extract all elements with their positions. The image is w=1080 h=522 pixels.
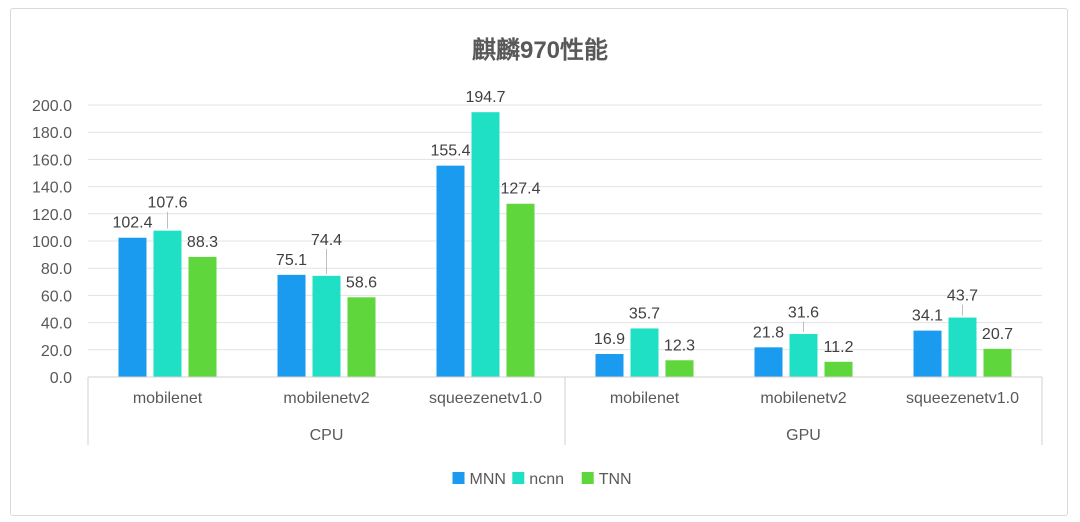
bar-tnn [506, 203, 535, 377]
gridlines [88, 104, 1042, 351]
chart-title: 麒麟970性能 [472, 36, 608, 64]
bar-mnn [754, 347, 783, 377]
data-label: 58.6 [346, 274, 377, 291]
data-label: 107.6 [147, 195, 187, 212]
y-tick-label: 160.0 [32, 152, 72, 169]
data-label: 12.3 [664, 337, 695, 354]
bar-ncnn [630, 328, 659, 377]
bar-mnn [595, 354, 624, 377]
y-tick-label: 100.0 [32, 234, 72, 251]
data-labels: 102.4 75.1 155.4 16.9 21.8 34.1 107.6 74.4 194.7… [112, 89, 1013, 356]
category-label: mobilenet [133, 390, 203, 407]
y-tick-label: 180.0 [32, 125, 72, 142]
bar-tnn [188, 256, 217, 377]
data-label: 35.7 [629, 305, 660, 322]
bar-ncnn [312, 275, 341, 377]
y-tick-label: 120.0 [32, 207, 72, 224]
legend: MNN ncnn TNN [452, 471, 632, 488]
bar-ncnn [789, 334, 818, 377]
bar-mnn [913, 330, 942, 377]
data-label: 75.1 [276, 252, 307, 269]
x-axis: mobilenet mobilenetv2 squeezenetv1.0 CPU mob… [87, 376, 1043, 445]
group-label: CPU [310, 427, 344, 444]
legend-swatch-mnn [452, 472, 465, 484]
category-label: squeezenetv1.0 [906, 390, 1019, 407]
data-label: 34.1 [912, 308, 943, 325]
data-label: 21.8 [753, 324, 784, 341]
y-tick-label: 200.0 [32, 98, 72, 115]
category-label: squeezenetv1.0 [429, 390, 542, 407]
bar-mnn [118, 237, 147, 377]
bar-mnn [277, 274, 306, 377]
bar-tnn [665, 360, 694, 377]
y-axis-ticks: 0.0 20.0 40.0 60.0 80.0 100.0 120.0 140.0 160.0 1… [32, 98, 72, 387]
y-tick-label: 80.0 [41, 261, 72, 278]
data-label: 43.7 [947, 288, 978, 305]
data-label: 11.2 [824, 339, 854, 356]
data-label: 74.4 [311, 232, 342, 249]
category-label: mobilenetv2 [283, 390, 369, 407]
bar-ncnn [153, 230, 182, 377]
category-label: mobilenet [610, 390, 680, 407]
data-label: 88.3 [187, 234, 218, 251]
data-label: 194.7 [465, 89, 505, 106]
bar-ncnn [948, 317, 977, 377]
bar-tnn [347, 297, 376, 377]
chart-frame [10, 8, 1068, 516]
y-tick-label: 0.0 [50, 370, 72, 387]
bar-ncnn [471, 112, 500, 377]
data-label: 31.6 [788, 304, 819, 321]
bar-tnn [983, 348, 1012, 377]
bars [118, 112, 1012, 377]
data-label: 20.7 [982, 326, 1013, 343]
y-tick-label: 40.0 [41, 316, 72, 333]
y-tick-label: 140.0 [32, 180, 72, 197]
bar-mnn [436, 165, 465, 377]
data-label: 155.4 [430, 143, 470, 160]
legend-swatch-tnn [581, 472, 594, 484]
data-label: 16.9 [594, 331, 625, 348]
category-label: mobilenetv2 [760, 390, 846, 407]
legend-swatch-ncnn [512, 472, 525, 484]
legend-label: TNN [599, 471, 632, 488]
y-tick-label: 20.0 [41, 343, 72, 360]
data-label: 127.4 [500, 181, 540, 198]
group-label: GPU [786, 427, 821, 444]
data-label: 102.4 [112, 215, 152, 232]
bar-tnn [824, 361, 853, 377]
y-tick-label: 60.0 [41, 288, 72, 305]
legend-label: MNN [470, 471, 506, 488]
legend-label: ncnn [529, 471, 564, 488]
